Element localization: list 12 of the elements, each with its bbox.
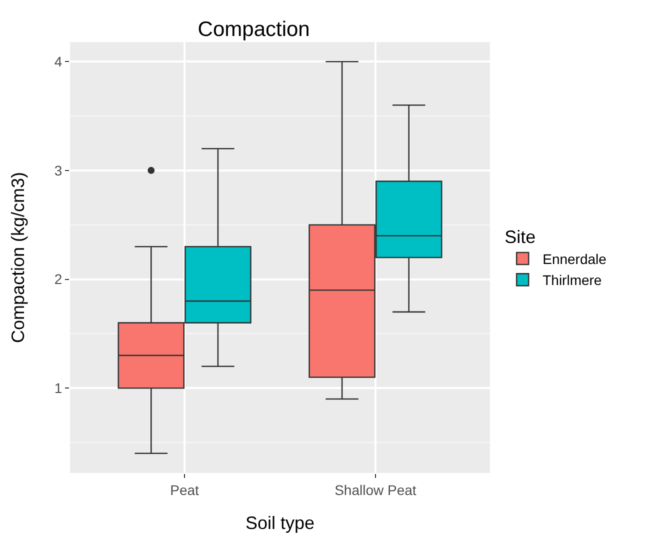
y-axis-title: Compaction (kg/cm3) (8, 172, 28, 344)
legend-title: Site (504, 226, 536, 247)
legend-label: Ennerdale (542, 250, 607, 267)
y-tick-label: 3 (54, 162, 62, 178)
legend-label: Thirlmere (542, 272, 602, 288)
chart-title: Compaction (198, 18, 310, 42)
x-tick-label: Peat (170, 482, 200, 498)
y-tick-label: 4 (54, 53, 62, 70)
x-tick-label: Shallow Peat (334, 482, 416, 498)
y-tick-label: 1 (54, 380, 62, 396)
y-tick-label: 2 (54, 271, 62, 288)
x-axis-title: Soil type (245, 513, 315, 533)
